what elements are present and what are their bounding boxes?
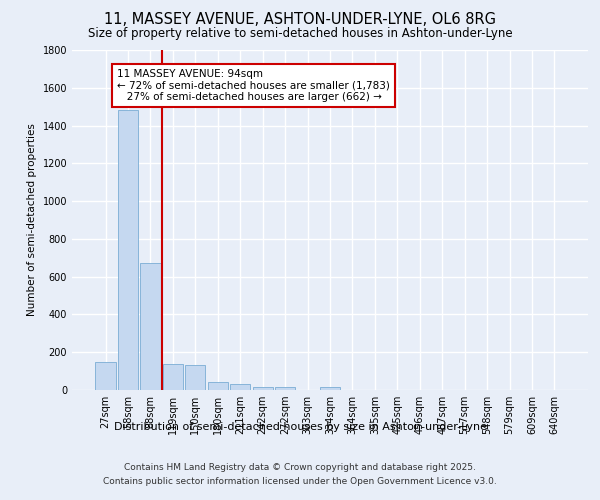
Bar xyxy=(163,364,183,390)
Bar xyxy=(118,110,138,390)
Bar xyxy=(230,384,250,390)
Text: Contains public sector information licensed under the Open Government Licence v3: Contains public sector information licen… xyxy=(103,478,497,486)
Text: Contains HM Land Registry data © Crown copyright and database right 2025.: Contains HM Land Registry data © Crown c… xyxy=(124,462,476,471)
Bar xyxy=(320,387,340,390)
Bar xyxy=(140,264,161,390)
Bar xyxy=(95,362,116,390)
Y-axis label: Number of semi-detached properties: Number of semi-detached properties xyxy=(27,124,37,316)
Text: 11, MASSEY AVENUE, ASHTON-UNDER-LYNE, OL6 8RG: 11, MASSEY AVENUE, ASHTON-UNDER-LYNE, OL… xyxy=(104,12,496,28)
Bar xyxy=(185,366,205,390)
Text: Distribution of semi-detached houses by size in Ashton-under-Lyne: Distribution of semi-detached houses by … xyxy=(113,422,487,432)
Bar xyxy=(208,382,228,390)
Text: Size of property relative to semi-detached houses in Ashton-under-Lyne: Size of property relative to semi-detach… xyxy=(88,28,512,40)
Bar xyxy=(275,387,295,390)
Bar xyxy=(253,387,273,390)
Text: 11 MASSEY AVENUE: 94sqm
← 72% of semi-detached houses are smaller (1,783)
   27%: 11 MASSEY AVENUE: 94sqm ← 72% of semi-de… xyxy=(117,69,389,102)
